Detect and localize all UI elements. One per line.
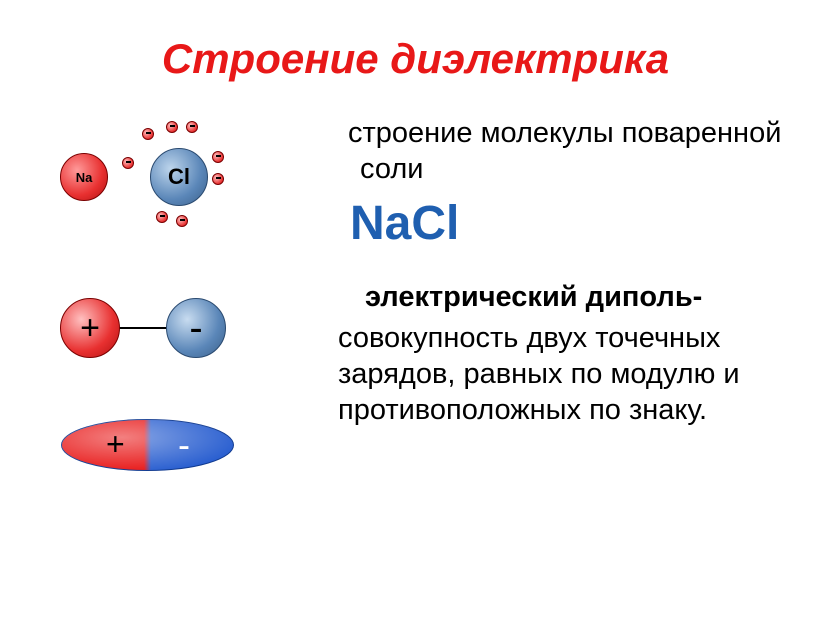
cl-label: Cl <box>168 164 190 190</box>
dipole-heading: электрический диполь- <box>330 281 811 314</box>
ellipse-plus-label: + <box>106 426 125 463</box>
electron <box>186 121 198 133</box>
dipole-ellipse-diagram: + - <box>50 418 310 498</box>
intro-text: строение молекулы поваренной соли <box>330 115 811 188</box>
dipole-plus-label: + <box>80 311 100 345</box>
formula-text: NaCl <box>330 188 811 281</box>
electron <box>142 128 154 140</box>
ellipse-svg <box>60 418 235 472</box>
electron <box>156 211 168 223</box>
dipole-definition: совокупность двух точечных зарядов, равн… <box>330 314 811 429</box>
diagram-column: Na Cl + - <box>50 93 310 498</box>
na-atom: Na <box>60 153 108 201</box>
electron <box>122 157 134 169</box>
electron <box>212 173 224 185</box>
electron <box>212 151 224 163</box>
electron <box>166 121 178 133</box>
ellipse-minus-label: - <box>178 424 190 466</box>
text-column: строение молекулы поваренной соли NaCl э… <box>310 93 811 498</box>
nacl-atoms-diagram: Na Cl <box>50 123 310 253</box>
dipole-negative-sphere: - <box>166 298 226 358</box>
dipole-diagram: + - <box>50 293 310 383</box>
electron <box>176 215 188 227</box>
content-row: Na Cl + - <box>0 93 831 498</box>
dipole-minus-label: - <box>189 308 202 348</box>
na-label: Na <box>76 170 93 185</box>
dipole-positive-sphere: + <box>60 298 120 358</box>
cl-atom: Cl <box>150 148 208 206</box>
page-title: Строение диэлектрика <box>0 0 831 93</box>
title-text: Строение диэлектрика <box>162 35 669 82</box>
